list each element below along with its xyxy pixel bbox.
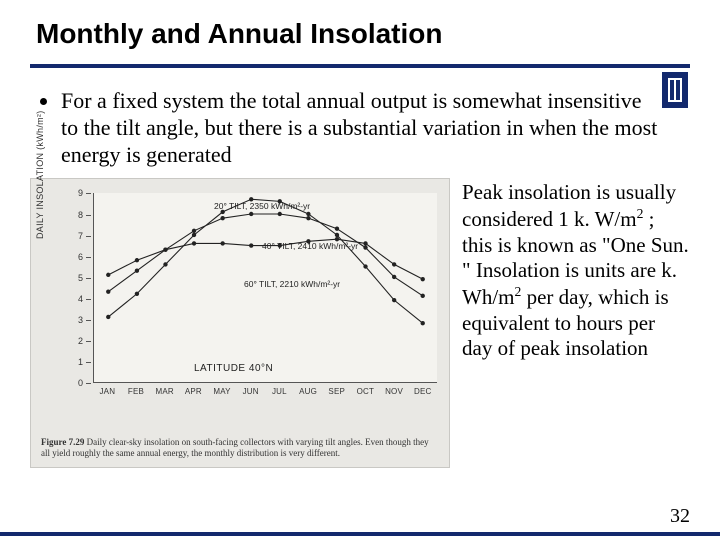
y-axis-label: DAILY INSOLATION (kWh/m²) <box>35 111 45 240</box>
slide: Monthly and Annual Insolation For a fixe… <box>0 0 720 540</box>
chart-plot-area: 20° TILT, 2350 kWh/m²-yr40° TILT, 2410 k… <box>93 193 437 383</box>
caption-text: Daily clear-sky insolation on south-faci… <box>41 437 429 458</box>
insolation-figure: DAILY INSOLATION (kWh/m²) 0123456789 20°… <box>30 178 450 468</box>
bullet-item: For a fixed system the total annual outp… <box>30 88 690 168</box>
caption-fig-num: Figure 7.29 <box>41 437 84 447</box>
page-number: 32 <box>670 505 690 528</box>
latitude-label: LATITUDE 40°N <box>194 363 273 374</box>
side-paragraph: Peak insolation is usually considered 1 … <box>462 178 690 468</box>
logo-i-icon <box>668 78 682 102</box>
figure-caption: Figure 7.29 Daily clear-sky insolation o… <box>41 437 439 460</box>
footer-rule <box>0 532 720 536</box>
content-row: DAILY INSOLATION (kWh/m²) 0123456789 20°… <box>30 178 690 468</box>
title-rule <box>30 64 690 68</box>
illinois-logo <box>662 72 688 108</box>
slide-title: Monthly and Annual Insolation <box>36 18 690 50</box>
y-axis-ticks: 0123456789 <box>75 193 91 383</box>
x-axis-months: JANFEBMARAPRMAYJUNJULAUGSEPOCTNOVDEC <box>93 387 437 396</box>
bullet-text: For a fixed system the total annual outp… <box>61 88 661 168</box>
bullet-dot-icon <box>40 98 47 105</box>
